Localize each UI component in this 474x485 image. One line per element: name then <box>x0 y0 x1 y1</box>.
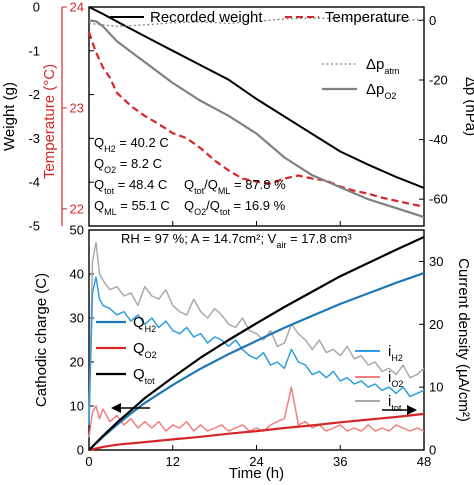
charge-tick-label-5: 50 <box>70 223 84 238</box>
legend-label-i_tot: itot <box>388 393 402 413</box>
weight-tick-label-0: 0 <box>33 0 40 15</box>
charge-tick-label-1: 10 <box>70 399 84 414</box>
line-weight <box>88 6 425 189</box>
arrow-left-head <box>111 403 121 413</box>
legend-label-weight: Recorded weight <box>150 9 263 26</box>
legend-label-q_h2: QH2 <box>133 314 156 334</box>
pressure-tick-label-2: -40 <box>429 132 448 147</box>
bottom-header: RH = 97 %; A = 14.7cm²; Vair = 17.8 cm³ <box>121 231 352 250</box>
legend-label-temperature: Temperature <box>325 9 409 26</box>
pressure-tick-label-1: -20 <box>429 73 448 88</box>
temperature-axis-label: Temperature (°C) <box>41 64 58 179</box>
weight-tick-label-1: -1 <box>28 43 40 58</box>
x-axis-label: Time (h) <box>229 465 284 482</box>
current-tick-label-3: 30 <box>429 254 443 269</box>
weight-tick-label-4: -4 <box>28 175 40 190</box>
temperature-tick-label-0: 24 <box>70 0 84 15</box>
current-tick-label-0: 0 <box>429 443 436 458</box>
weight-tick-label-2: -2 <box>28 87 40 102</box>
pressure-axis-label: Δp (hPa) <box>462 77 474 136</box>
x-tick-label-4: 48 <box>417 454 431 469</box>
legend-label-dp_atm: Δpatm <box>366 56 399 76</box>
bottom-panel: 0 12 24 36 48 Time (h) 0 10 20 30 40 50 Cathodic cha… <box>33 223 472 483</box>
line-i_o2 <box>88 386 425 438</box>
legend-label-q_tot: Qtot <box>133 366 155 386</box>
legend-label-i_o2: iO2 <box>388 369 403 389</box>
current-tick-label-2: 20 <box>429 317 443 332</box>
annotation-4: QML = 55.1 C <box>94 198 170 217</box>
charge-tick-label-0: 0 <box>77 443 84 458</box>
annotation-1: QO2 = 8.2 C <box>94 156 162 175</box>
pressure-tick-label-3: -60 <box>429 192 448 207</box>
charge-axis-label: Cathodic charge (C) <box>33 273 50 407</box>
weight-axis-label: Weight (g) <box>1 82 18 151</box>
annotation-2: Qtot = 48.4 C <box>94 177 167 196</box>
current-axis-label: Current density (µA/cm²) <box>455 258 472 422</box>
line-temperature <box>87 31 425 208</box>
x-tick-label-0: 0 <box>85 454 92 469</box>
line-q_h2 <box>88 272 425 451</box>
line-i_tot <box>88 241 425 419</box>
weight-tick-label-5: -5 <box>28 219 40 234</box>
legend-label-q_o2: QO2 <box>133 340 157 360</box>
annotation-5: QO2/Qtot = 16.9 % <box>184 198 286 217</box>
top-plot-frame <box>88 6 425 227</box>
charge-tick-label-2: 20 <box>70 355 84 370</box>
weight-tick-label-3: -3 <box>28 131 40 146</box>
legend-label-dp_o2: ΔpO2 <box>366 81 396 101</box>
line-dp_o2 <box>88 19 425 219</box>
current-tick-label-1: 10 <box>429 380 443 395</box>
x-tick-label-3: 36 <box>333 454 347 469</box>
line-i_h2 <box>88 276 425 425</box>
line-dp_atm <box>88 17 425 28</box>
annotation-3: Qtot/QML = 87.8 % <box>184 177 286 196</box>
x-tick-label-2: 24 <box>249 454 263 469</box>
line-q_tot <box>88 236 425 451</box>
top-panel: 0 -1 -2 -3 -4 -5 Weight (g) 24 23 22 Temperature (… <box>1 0 474 234</box>
temperature-tick-label-2: 22 <box>70 201 84 216</box>
annotation-0: QH2 = 40.2 C <box>94 135 169 154</box>
charge-tick-label-4: 40 <box>70 267 84 282</box>
charge-tick-label-3: 30 <box>70 311 84 326</box>
line-q_o2 <box>88 412 425 452</box>
temperature-tick-label-1: 23 <box>70 100 84 115</box>
legend-label-i_h2: iH2 <box>388 343 403 363</box>
x-tick-label-1: 12 <box>166 454 180 469</box>
arrow-right-head <box>407 405 417 415</box>
pressure-tick-label-0: 0 <box>429 13 436 28</box>
